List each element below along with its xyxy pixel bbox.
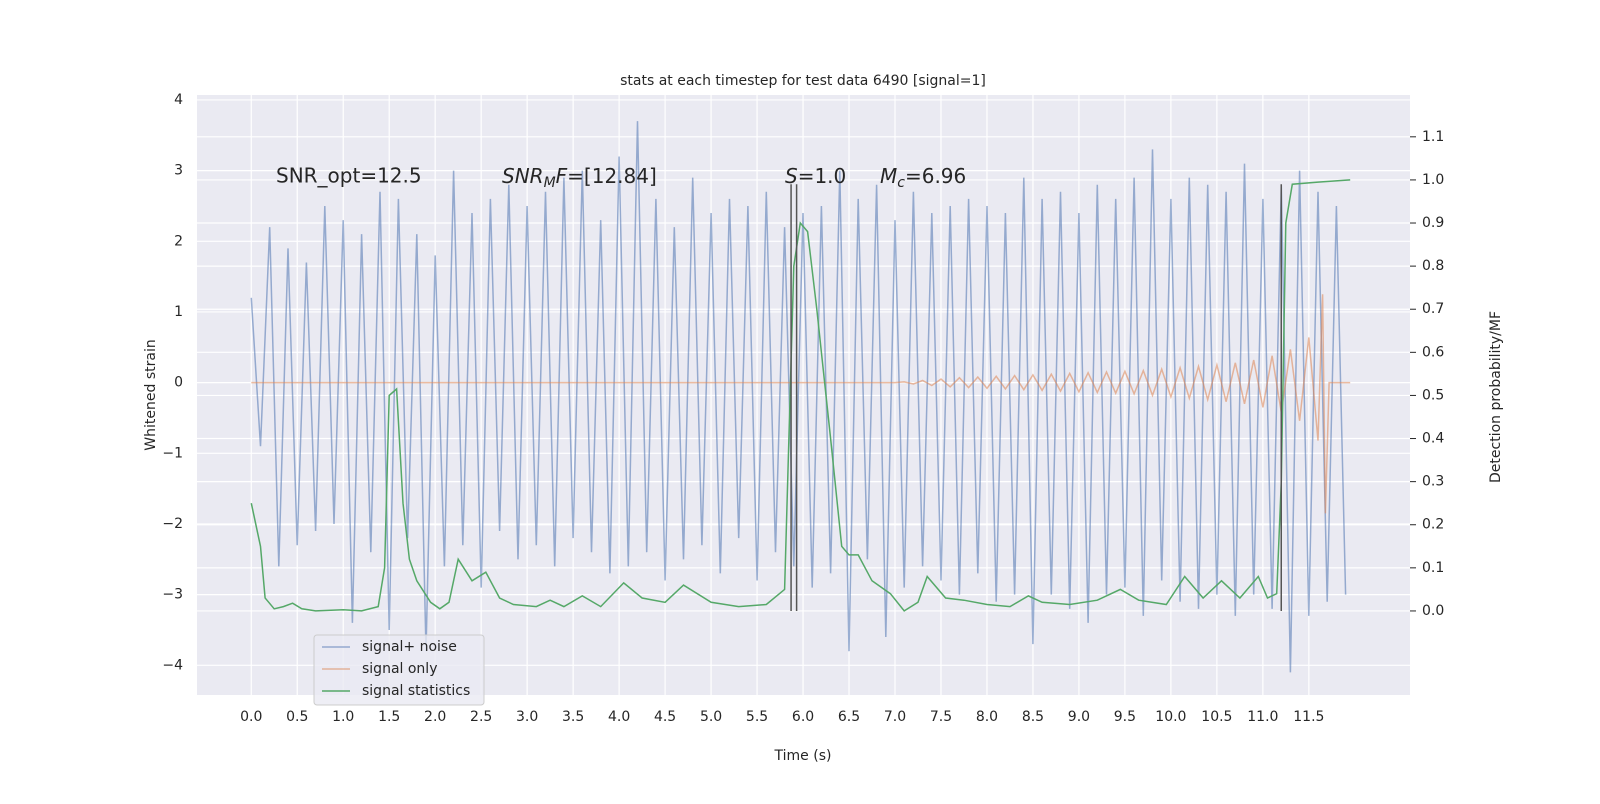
- y-tick-label: −2: [162, 516, 183, 532]
- y-tick-label: 3: [174, 163, 183, 179]
- y2-tick-label: 1.1: [1422, 129, 1444, 145]
- x-tick-label: 1.0: [332, 709, 354, 725]
- annotation: SNRMF=[12.84]: [502, 164, 657, 192]
- x-tick-label: 7.5: [930, 709, 952, 725]
- y-tick-label: 2: [174, 233, 183, 249]
- annotation-part: =1.0: [798, 164, 847, 188]
- legend-label: signal only: [362, 661, 437, 677]
- x-tick-label: 9.0: [1068, 709, 1090, 725]
- x-tick-label: 5.5: [746, 709, 768, 725]
- y2-tick-label: 0.7: [1422, 301, 1444, 317]
- x-tick-label: 3.0: [516, 709, 538, 725]
- y2-tick-label: 0.8: [1422, 258, 1444, 274]
- x-tick-label: 9.5: [1114, 709, 1136, 725]
- y-tick-label: −3: [162, 587, 183, 603]
- x-tick-label: 1.5: [378, 709, 400, 725]
- legend-label: signal+ noise: [362, 639, 457, 655]
- y-tick-label: 1: [174, 304, 183, 320]
- y2-tick-label: 0.1: [1422, 560, 1444, 576]
- y-tick-label: −1: [162, 445, 183, 461]
- y2-tick-label: 0.2: [1422, 517, 1444, 533]
- annotation-part: M: [544, 175, 556, 191]
- x-tick-label: 6.0: [792, 709, 814, 725]
- y-axis-label: Whitened strain: [143, 339, 159, 450]
- x-tick-label: 3.5: [562, 709, 584, 725]
- x-tick-label: 8.0: [976, 709, 998, 725]
- annotation-part: =[12.84]: [567, 164, 657, 188]
- y2-tick-label: 0.5: [1422, 387, 1444, 403]
- y2-tick-label: 0.3: [1422, 474, 1444, 490]
- x-tick-label: 5.0: [700, 709, 722, 725]
- annotation-part: SNR: [502, 164, 544, 188]
- x-tick-label: 10.0: [1155, 709, 1186, 725]
- y-tick-label: −4: [162, 657, 183, 673]
- x-tick-label: 2.0: [424, 709, 446, 725]
- x-tick-label: 0.0: [240, 709, 262, 725]
- annotation-part: F: [556, 164, 568, 188]
- x-axis-label: Time (s): [774, 748, 832, 764]
- x-tick-label: 0.5: [286, 709, 308, 725]
- annotation-part: S: [785, 164, 798, 188]
- annotation-part: c: [897, 175, 905, 191]
- y2-tick-label: 0.4: [1422, 431, 1444, 447]
- x-tick-label: 11.5: [1293, 709, 1324, 725]
- series-line: [250, 121, 1347, 673]
- series-line: [250, 179, 1351, 612]
- annotation: SNR_opt=12.5: [276, 164, 422, 188]
- x-tick-label: 10.5: [1201, 709, 1232, 725]
- y2-tick-label: 0.9: [1422, 215, 1444, 231]
- x-tick-label: 6.5: [838, 709, 860, 725]
- y2-tick-label: 0.6: [1422, 344, 1444, 360]
- x-tick-label: 8.5: [1022, 709, 1044, 725]
- annotation: Mc=6.96: [880, 164, 966, 192]
- x-tick-label: 4.5: [654, 709, 676, 725]
- annotation: S=1.0: [785, 164, 846, 188]
- x-tick-label: 2.5: [470, 709, 492, 725]
- y-tick-label: 4: [174, 92, 183, 108]
- y-tick-label: 0: [174, 375, 183, 391]
- series-line: [251, 294, 1351, 514]
- chart-title: stats at each timestep for test data 649…: [620, 73, 986, 89]
- annotation-part: M: [880, 164, 897, 188]
- x-tick-label: 11.0: [1247, 709, 1278, 725]
- x-tick-label: 7.0: [884, 709, 906, 725]
- y2-axis-label: Detection probability/MF: [1488, 311, 1504, 483]
- legend-label: signal statistics: [362, 683, 470, 699]
- y2-tick-label: 0.0: [1422, 603, 1444, 619]
- annotation-part: =6.96: [905, 164, 966, 188]
- legend-box: [313, 634, 485, 706]
- y2-tick-label: 1.0: [1422, 172, 1444, 188]
- x-tick-label: 4.0: [608, 709, 630, 725]
